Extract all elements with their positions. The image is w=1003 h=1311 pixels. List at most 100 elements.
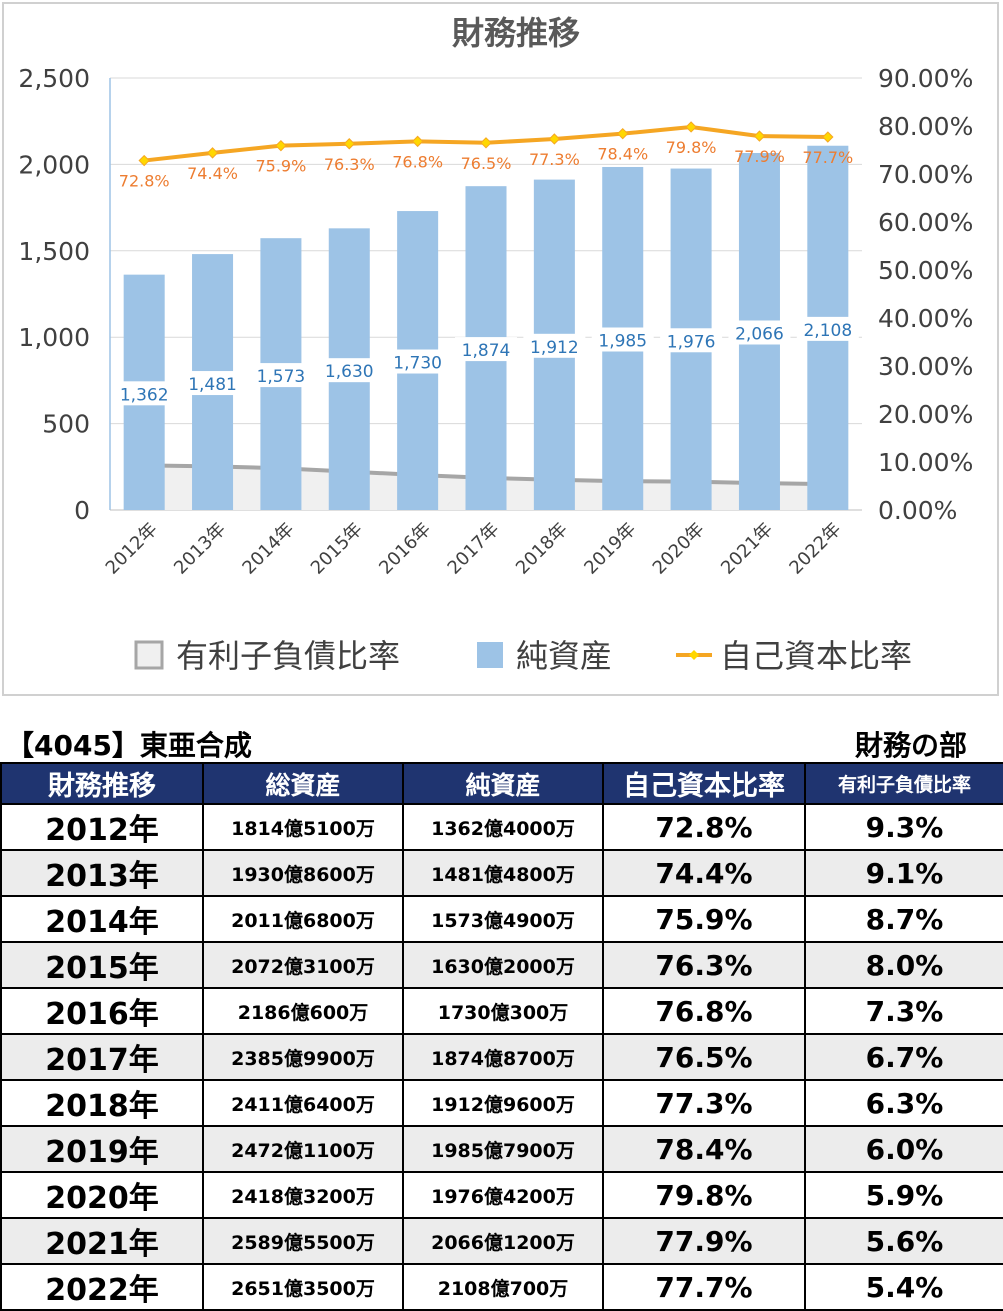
cell-net-assets: 1976億4200万 xyxy=(402,1171,604,1219)
bar-label-bg xyxy=(318,358,381,383)
bar-label-bg xyxy=(591,327,654,352)
line-data-label: 78.4% xyxy=(597,145,648,164)
finance-chart: 財務推移 0 500 1,000 1,500 2,000 2,500 0.00% 10.00% 2… xyxy=(2,2,999,696)
y-right-tick-label: 30.00% xyxy=(878,352,973,381)
bar-data-label: 1,912 xyxy=(530,338,579,358)
table-row: 2018年 2411億6400万 1912億9600万 77.3% 6.3% xyxy=(0,1079,1003,1127)
company-name: 【4045】東亜合成 xyxy=(6,729,252,762)
line-data-label: 77.9% xyxy=(734,147,785,166)
bar-data-label: 1,730 xyxy=(393,354,442,374)
y-left-tick-label: 500 xyxy=(42,410,90,439)
cell-year: 2016年 xyxy=(0,987,204,1035)
equity-ratio-point xyxy=(138,154,150,167)
line-data-label: 76.5% xyxy=(461,154,512,173)
y-left-tick-label: 1,000 xyxy=(18,323,90,352)
bar-label-bg xyxy=(386,349,449,374)
cell-equity-ratio: 76.5% xyxy=(602,1033,806,1081)
table-row: 2021年 2589億5500万 2066億1200万 77.9% 5.6% xyxy=(0,1217,1003,1265)
cell-equity-ratio: 74.4% xyxy=(602,849,806,897)
bar-label-bg xyxy=(181,371,244,396)
cell-debt-ratio: 6.3% xyxy=(804,1079,1003,1127)
table-row: 2014年 2011億6800万 1573億4900万 75.9% 8.7% xyxy=(0,895,1003,943)
table-header-row: 財務推移 総資産 純資産 自己資本比率 有利子負債比率 xyxy=(0,762,1003,805)
cell-net-assets: 2108億700万 xyxy=(402,1263,604,1311)
cell-total-assets: 2072億3100万 xyxy=(202,941,404,989)
cell-year: 2018年 xyxy=(0,1079,204,1127)
line-data-label: 77.7% xyxy=(802,148,853,167)
equity-ratio-point xyxy=(343,138,355,150)
cell-net-assets: 1730億300万 xyxy=(402,987,604,1035)
y-right-tick-label: 90.00% xyxy=(878,64,973,93)
cell-total-assets: 2418億3200万 xyxy=(202,1171,404,1219)
cell-net-assets: 1985億7900万 xyxy=(402,1125,604,1173)
cell-debt-ratio: 9.3% xyxy=(804,803,1003,851)
y-right-tick-label: 70.00% xyxy=(878,160,973,189)
legend-equity-marker xyxy=(689,650,699,660)
y-left-tick-label: 2,500 xyxy=(18,64,90,93)
legend-debt-swatch xyxy=(134,640,164,670)
cell-net-assets: 1912億9600万 xyxy=(402,1079,604,1127)
legend-net-assets-swatch xyxy=(477,642,503,668)
equity-ratio-point xyxy=(275,139,287,152)
cell-debt-ratio: 5.4% xyxy=(804,1263,1003,1311)
cell-equity-ratio: 79.8% xyxy=(602,1171,806,1219)
bar-label-bg xyxy=(249,363,312,388)
bar-data-label: 1,985 xyxy=(598,331,647,351)
line-data-label: 74.4% xyxy=(187,164,238,183)
cell-debt-ratio: 8.0% xyxy=(804,941,1003,989)
header-total-assets: 総資産 xyxy=(202,762,404,805)
cell-equity-ratio: 78.4% xyxy=(602,1125,806,1173)
table-row: 2020年 2418億3200万 1976億4200万 79.8% 5.9% xyxy=(0,1171,1003,1219)
cell-total-assets: 1814億5100万 xyxy=(202,803,404,851)
table-row: 2013年 1930億8600万 1481億4800万 74.4% 9.1% xyxy=(0,849,1003,897)
legend-debt-label: 有利子負債比率 xyxy=(176,637,400,675)
cell-year: 2015年 xyxy=(0,941,204,989)
line-data-label: 72.8% xyxy=(119,172,170,191)
table-row: 2022年 2651億3500万 2108億700万 77.7% 5.4% xyxy=(0,1263,1003,1311)
cell-year: 2019年 xyxy=(0,1125,204,1173)
bar-data-label: 2,066 xyxy=(735,324,784,344)
cell-total-assets: 2186億600万 xyxy=(202,987,404,1035)
bar-data-label: 1,630 xyxy=(325,362,374,382)
equity-ratio-point xyxy=(753,130,766,142)
cell-debt-ratio: 5.9% xyxy=(804,1171,1003,1219)
cell-equity-ratio: 77.3% xyxy=(602,1079,806,1127)
chart-title: 財務推移 xyxy=(452,14,580,52)
cell-equity-ratio: 77.7% xyxy=(602,1263,806,1311)
line-data-label: 76.3% xyxy=(324,155,375,174)
line-data-label: 77.3% xyxy=(529,150,580,169)
cell-debt-ratio: 6.7% xyxy=(804,1033,1003,1081)
cell-total-assets: 2385億9900万 xyxy=(202,1033,404,1081)
cell-debt-ratio: 5.6% xyxy=(804,1217,1003,1265)
header-period: 財務推移 xyxy=(0,762,204,805)
y-right-tick-label: 20.00% xyxy=(878,400,973,429)
table-row: 2019年 2472億1100万 1985億7900万 78.4% 6.0% xyxy=(0,1125,1003,1173)
equity-ratio-point xyxy=(822,131,834,143)
y-right-tick-label: 40.00% xyxy=(878,304,973,333)
cell-equity-ratio: 77.9% xyxy=(602,1217,806,1265)
bar-data-label: 1,362 xyxy=(120,385,169,405)
cell-debt-ratio: 6.0% xyxy=(804,1125,1003,1173)
cell-year: 2012年 xyxy=(0,803,204,851)
bar-label-bg xyxy=(523,333,586,358)
cell-net-assets: 1573億4900万 xyxy=(402,895,604,943)
y-right-tick-label: 0.00% xyxy=(878,496,957,525)
cell-debt-ratio: 8.7% xyxy=(804,895,1003,943)
table-row: 2017年 2385億9900万 1874億8700万 76.5% 6.7% xyxy=(0,1033,1003,1081)
table-row: 2015年 2072億3100万 1630億2000万 76.3% 8.0% xyxy=(0,941,1003,989)
cell-total-assets: 1930億8600万 xyxy=(202,849,404,897)
bar-label-bg xyxy=(728,320,791,345)
section-label: 財務の部 xyxy=(854,729,967,762)
finance-table: 財務推移 総資産 純資産 自己資本比率 有利子負債比率 2012年 1814億51… xyxy=(0,762,1003,1311)
bar-data-label: 1,573 xyxy=(257,367,306,387)
cell-total-assets: 2411億6400万 xyxy=(202,1079,404,1127)
bar-label-bg xyxy=(113,381,176,406)
bar-label-bg xyxy=(660,328,723,353)
y-right-tick-label: 80.00% xyxy=(878,112,973,141)
y-right-tick-label: 50.00% xyxy=(878,256,973,285)
cell-net-assets: 2066億1200万 xyxy=(402,1217,604,1265)
cell-debt-ratio: 7.3% xyxy=(804,987,1003,1035)
cell-year: 2017年 xyxy=(0,1033,204,1081)
y-left-tick-label: 0 xyxy=(74,496,90,525)
cell-total-assets: 2651億3500万 xyxy=(202,1263,404,1311)
